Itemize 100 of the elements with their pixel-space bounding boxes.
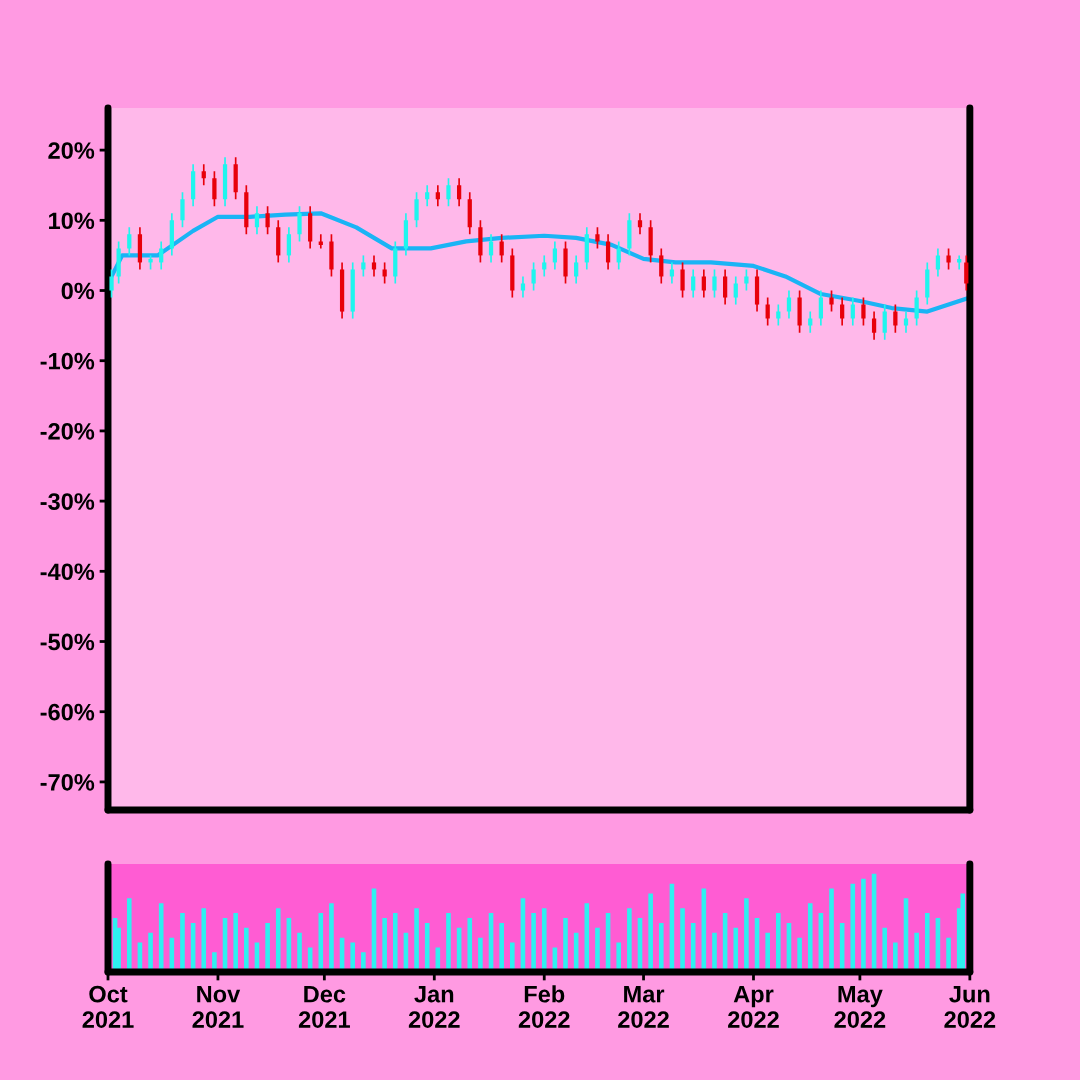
candlestick <box>776 303 781 327</box>
candlestick <box>520 275 526 299</box>
bar <box>584 903 590 972</box>
candlestick <box>159 240 164 271</box>
x-tick-label: Jun 2022 <box>944 986 996 1028</box>
bar <box>776 913 781 972</box>
candlestick <box>850 296 855 327</box>
bar <box>297 932 302 972</box>
bar <box>861 878 866 972</box>
candlestick <box>297 205 302 243</box>
candlestick <box>659 247 664 285</box>
y-tick-label: -40% <box>40 563 95 581</box>
bar <box>424 922 430 972</box>
candlestick <box>669 261 675 285</box>
y-tick-label: 20% <box>48 142 95 159</box>
candlestick <box>840 296 845 327</box>
candlestick <box>701 268 706 299</box>
candlestick <box>691 268 696 299</box>
candlestick <box>361 254 366 278</box>
bar <box>680 908 685 972</box>
candlestick <box>109 268 114 299</box>
candlestick <box>964 254 969 292</box>
candlestick <box>733 275 738 306</box>
x-tick-label: May 2022 <box>834 986 886 1028</box>
candlestick <box>127 226 132 257</box>
candlestick <box>574 254 579 285</box>
bar <box>126 898 132 972</box>
bar <box>382 918 387 972</box>
bar <box>797 937 802 972</box>
bar <box>148 932 153 972</box>
bar <box>829 888 834 972</box>
bar <box>510 942 515 972</box>
y-tick-label: -20% <box>40 422 95 440</box>
x-tick-label: Jan 2022 <box>408 986 460 1028</box>
candlestick <box>371 254 377 278</box>
x-tick-label: Nov 2021 <box>192 986 244 1028</box>
bar <box>765 932 770 972</box>
bar <box>744 898 749 972</box>
candlestick <box>935 247 941 278</box>
candlestick <box>765 296 770 327</box>
candlestick <box>871 310 877 341</box>
bar <box>658 922 664 972</box>
bar <box>212 952 217 972</box>
candlestick <box>882 303 887 341</box>
x-tick-label: Oct 2021 <box>82 985 134 1028</box>
candlestick <box>531 261 536 292</box>
bar <box>446 913 451 972</box>
candlestick <box>456 177 462 208</box>
y-tick-label: 10% <box>49 212 95 230</box>
candlestick <box>818 289 824 327</box>
candlestick <box>744 268 749 292</box>
candlestick <box>435 184 440 208</box>
bar <box>414 908 419 972</box>
candlestick <box>254 205 260 236</box>
y-tick-label: 0% <box>61 282 95 300</box>
bar <box>733 927 739 972</box>
y-tick-label: -50% <box>40 633 95 651</box>
candlestick <box>712 268 717 299</box>
y-tick-label: -30% <box>40 493 95 510</box>
bar <box>361 952 366 972</box>
candlestick <box>616 240 621 271</box>
bar <box>882 927 888 972</box>
bar <box>158 903 164 972</box>
bar <box>807 903 813 972</box>
candlestick <box>488 233 494 264</box>
bar <box>201 908 207 972</box>
x-tick-label: Apr 2022 <box>728 986 779 1028</box>
candlestick <box>861 296 866 327</box>
bar <box>499 922 504 972</box>
bar <box>244 927 249 972</box>
bar <box>850 883 856 972</box>
bar <box>563 918 568 972</box>
candlestick <box>201 163 206 187</box>
bar <box>595 927 600 972</box>
candlestick <box>808 310 813 334</box>
bar <box>541 908 547 972</box>
candlestick <box>893 303 898 334</box>
candlestick <box>382 261 387 285</box>
x-tick-label: Mar 2022 <box>618 986 669 1028</box>
candlestick <box>722 268 728 306</box>
bar <box>265 922 270 972</box>
candlestick <box>499 233 504 264</box>
bar <box>233 913 238 972</box>
y-tick-label: -60% <box>40 703 95 721</box>
x-tick-label: Feb 2022 <box>518 985 570 1028</box>
candlestick <box>552 240 558 271</box>
candlestick <box>680 261 685 299</box>
bar <box>350 942 356 972</box>
bar <box>914 932 919 972</box>
candlestick <box>180 191 185 229</box>
bar <box>946 937 951 972</box>
candlestick <box>425 184 430 208</box>
bar <box>690 922 696 972</box>
candlestick <box>605 233 611 271</box>
bar <box>648 893 653 972</box>
candlestick <box>265 205 270 236</box>
bar <box>616 942 622 972</box>
candlestick <box>914 289 919 327</box>
candlestick <box>903 310 909 334</box>
candlestick <box>786 289 792 320</box>
